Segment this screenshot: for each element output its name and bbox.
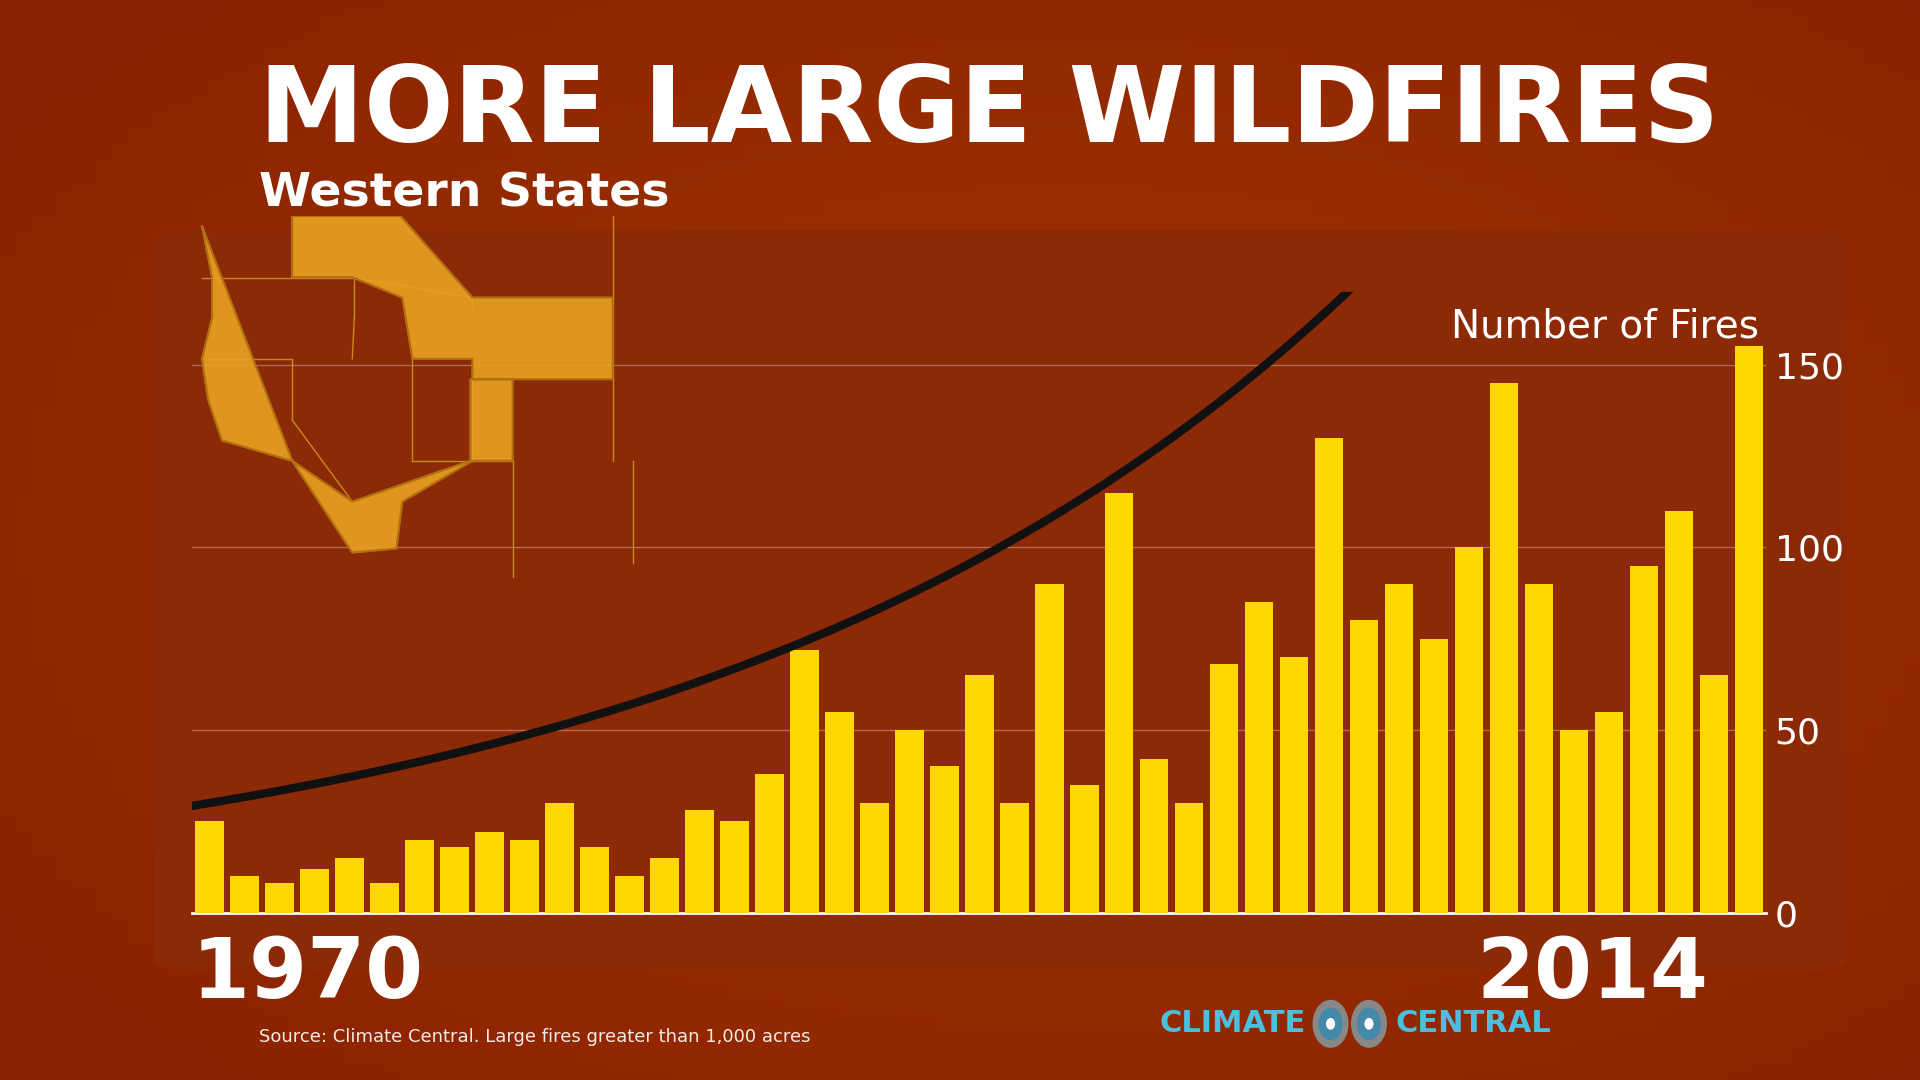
Bar: [405, 839, 434, 913]
Bar: [196, 821, 225, 913]
Text: Number of Fires: Number of Fires: [1450, 307, 1759, 346]
Text: MORE LARGE WILDFIRES: MORE LARGE WILDFIRES: [259, 63, 1720, 164]
Bar: [966, 675, 993, 913]
Bar: [1035, 584, 1064, 913]
Circle shape: [1352, 1000, 1386, 1048]
Bar: [895, 730, 924, 913]
Bar: [580, 847, 609, 913]
Bar: [1524, 584, 1553, 913]
Bar: [336, 858, 363, 913]
Bar: [720, 821, 749, 913]
Bar: [1175, 804, 1204, 913]
Bar: [265, 883, 294, 913]
Circle shape: [1357, 1009, 1380, 1039]
Bar: [651, 858, 678, 913]
Text: Source: Climate Central. Large fires greater than 1,000 acres: Source: Climate Central. Large fires gre…: [259, 1028, 810, 1045]
Text: 2014: 2014: [1476, 934, 1709, 1015]
Bar: [826, 712, 854, 913]
Bar: [1140, 759, 1169, 913]
Bar: [1244, 603, 1273, 913]
Bar: [1000, 804, 1029, 913]
Text: CLIMATE: CLIMATE: [1160, 1010, 1306, 1038]
Bar: [929, 767, 958, 913]
Bar: [1104, 492, 1133, 913]
Bar: [1350, 620, 1379, 913]
Bar: [511, 839, 540, 913]
Bar: [474, 833, 503, 913]
Bar: [1281, 657, 1308, 913]
Circle shape: [1327, 1018, 1334, 1029]
Text: Western States: Western States: [259, 172, 670, 217]
Bar: [1455, 548, 1484, 913]
Circle shape: [1313, 1000, 1348, 1048]
Bar: [1630, 566, 1659, 913]
Bar: [300, 868, 328, 913]
Text: CENTRAL: CENTRAL: [1396, 1010, 1551, 1038]
Bar: [371, 883, 399, 913]
Bar: [755, 773, 783, 913]
Bar: [614, 876, 643, 913]
Bar: [440, 847, 468, 913]
Circle shape: [1319, 1009, 1342, 1039]
Bar: [230, 876, 259, 913]
Bar: [685, 810, 714, 913]
Bar: [1665, 511, 1693, 913]
Bar: [789, 649, 818, 913]
Bar: [1734, 347, 1763, 913]
Bar: [1699, 675, 1728, 913]
Circle shape: [1365, 1018, 1373, 1029]
Bar: [1315, 437, 1344, 913]
Text: 1970: 1970: [192, 934, 424, 1015]
Polygon shape: [202, 216, 612, 553]
Bar: [1596, 712, 1622, 913]
Bar: [545, 804, 574, 913]
Bar: [860, 804, 889, 913]
Bar: [1490, 383, 1519, 913]
Bar: [1069, 785, 1098, 913]
Bar: [1559, 730, 1588, 913]
Bar: [1384, 584, 1413, 913]
Bar: [1210, 664, 1238, 913]
Bar: [1419, 638, 1448, 913]
